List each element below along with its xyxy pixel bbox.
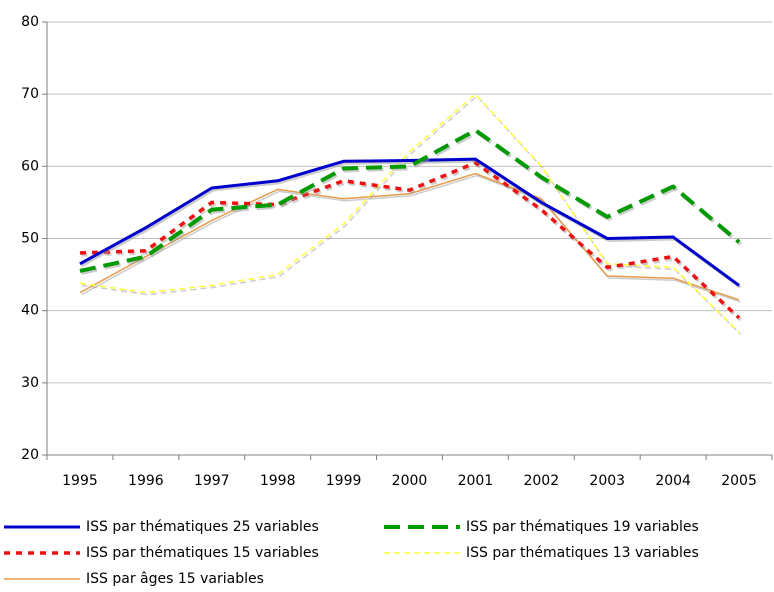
y-tick-label: 30 [21, 375, 39, 391]
legend-label: ISS par âges 15 variables [86, 571, 264, 587]
series-shadow [80, 159, 742, 289]
y-tick-label: 20 [21, 447, 39, 463]
series-line [79, 128, 741, 273]
series-line [79, 157, 740, 287]
legend-label: ISS par thématiques 25 variables [86, 519, 319, 535]
x-tick-label: 1995 [62, 473, 98, 489]
x-tick-label: 1999 [326, 473, 362, 489]
x-tick-label: 2001 [458, 473, 494, 489]
x-tick-label: 2004 [655, 473, 691, 489]
series-shadow [81, 129, 742, 275]
x-tick-label: 2003 [589, 473, 625, 489]
y-tick-label: 80 [21, 14, 39, 30]
legend-label: ISS par thématiques 13 variables [466, 545, 699, 561]
x-tick-label: 1998 [260, 473, 296, 489]
series-line [79, 93, 740, 333]
series-shadow [81, 95, 742, 335]
x-tick-label: 1996 [128, 473, 164, 489]
legend-label: ISS par thématiques 15 variables [86, 545, 319, 561]
x-tick-label: 1997 [194, 473, 230, 489]
legend-label: ISS par thématiques 19 variables [466, 519, 699, 535]
y-tick-label: 40 [21, 303, 39, 319]
series-shadow [81, 162, 742, 322]
x-tick-label: 2005 [721, 473, 757, 489]
series-shadow [81, 174, 741, 303]
y-tick-label: 50 [21, 231, 39, 247]
x-tick-label: 2000 [392, 473, 428, 489]
x-tick-label: 2002 [523, 473, 559, 489]
series-line [79, 172, 740, 301]
y-tick-label: 70 [21, 86, 39, 102]
y-tick-label: 60 [21, 158, 39, 174]
series-line [79, 160, 741, 320]
